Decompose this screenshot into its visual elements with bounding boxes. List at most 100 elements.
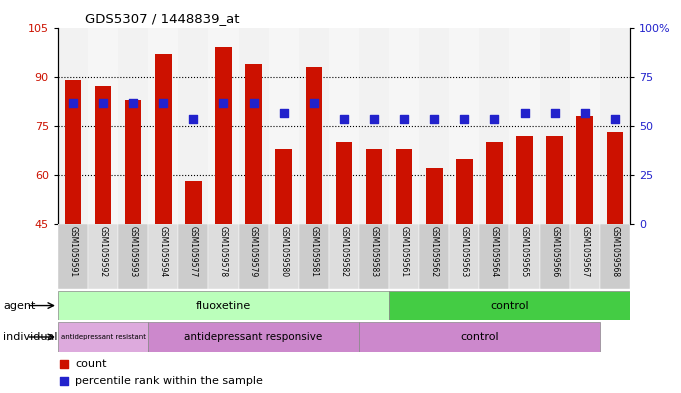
Bar <box>419 224 449 289</box>
Bar <box>396 149 413 224</box>
Point <box>308 100 319 106</box>
Bar <box>570 28 600 224</box>
Bar <box>509 28 539 224</box>
Text: agent: agent <box>3 301 36 310</box>
Point <box>97 100 108 106</box>
Bar <box>88 28 118 224</box>
Bar <box>389 224 419 289</box>
Bar <box>268 28 299 224</box>
Bar <box>215 47 232 224</box>
Point <box>188 116 199 122</box>
Text: GSM1059562: GSM1059562 <box>430 226 439 277</box>
Bar <box>238 28 268 224</box>
Bar <box>306 67 322 224</box>
Point <box>459 116 470 122</box>
Bar <box>600 224 630 289</box>
Point <box>580 110 590 116</box>
Text: GSM1059582: GSM1059582 <box>339 226 349 277</box>
Bar <box>95 86 111 224</box>
Text: GSM1059594: GSM1059594 <box>159 226 168 277</box>
Bar <box>419 28 449 224</box>
Text: GSM1059577: GSM1059577 <box>189 226 198 277</box>
Bar <box>178 224 208 289</box>
Text: percentile rank within the sample: percentile rank within the sample <box>75 376 263 386</box>
Bar <box>546 136 563 224</box>
Bar <box>486 142 503 224</box>
Point <box>390 137 401 143</box>
Bar <box>389 291 630 320</box>
Point <box>609 116 620 122</box>
Point <box>368 116 379 122</box>
Bar <box>366 149 382 224</box>
Bar <box>275 149 292 224</box>
Bar <box>456 158 473 224</box>
Bar <box>65 80 81 224</box>
Bar <box>58 291 389 320</box>
Bar <box>600 28 630 224</box>
Bar <box>479 28 509 224</box>
Bar <box>539 28 570 224</box>
Bar <box>389 28 419 224</box>
Text: antidepressant responsive: antidepressant responsive <box>185 332 323 342</box>
Bar <box>336 142 352 224</box>
Text: GSM1059563: GSM1059563 <box>460 226 469 277</box>
Bar <box>268 224 299 289</box>
Bar <box>539 224 570 289</box>
Text: count: count <box>75 358 106 369</box>
Text: fluoxetine: fluoxetine <box>196 301 251 310</box>
Bar <box>329 28 359 224</box>
Bar <box>607 132 623 224</box>
Bar <box>58 28 88 224</box>
Bar <box>479 224 509 289</box>
Bar <box>359 28 389 224</box>
Bar <box>245 64 262 224</box>
Bar <box>125 99 142 224</box>
Point <box>519 110 530 116</box>
Bar <box>148 224 178 289</box>
Bar <box>359 322 600 352</box>
Point <box>390 298 401 304</box>
Point <box>338 116 349 122</box>
Bar <box>299 224 329 289</box>
Point <box>67 100 78 106</box>
Bar <box>155 54 172 224</box>
Point <box>218 100 229 106</box>
Point <box>489 116 500 122</box>
Text: GSM1059583: GSM1059583 <box>370 226 379 277</box>
Bar <box>58 224 88 289</box>
Text: GSM1059580: GSM1059580 <box>279 226 288 277</box>
Bar <box>208 224 238 289</box>
Point <box>279 110 289 116</box>
Text: individual: individual <box>3 332 58 342</box>
Bar <box>148 28 178 224</box>
Bar <box>178 28 208 224</box>
Text: GSM1059579: GSM1059579 <box>249 226 258 277</box>
Text: GSM1059568: GSM1059568 <box>610 226 620 277</box>
Bar <box>509 224 539 289</box>
Point <box>429 116 440 122</box>
Bar <box>118 224 148 289</box>
Text: control: control <box>460 332 498 342</box>
Text: GSM1059593: GSM1059593 <box>129 226 138 277</box>
Point <box>158 100 169 106</box>
Text: GSM1059564: GSM1059564 <box>490 226 499 277</box>
Bar <box>299 28 329 224</box>
Point <box>248 100 259 106</box>
Text: GSM1059561: GSM1059561 <box>400 226 409 277</box>
Bar <box>148 322 359 352</box>
Bar <box>58 322 148 352</box>
Text: control: control <box>490 301 529 310</box>
Text: GSM1059578: GSM1059578 <box>219 226 228 277</box>
Point <box>128 100 139 106</box>
Bar <box>185 182 202 224</box>
Bar <box>88 224 118 289</box>
Bar <box>118 28 148 224</box>
Bar <box>359 224 389 289</box>
Point <box>549 110 560 116</box>
Bar <box>329 224 359 289</box>
Text: GSM1059592: GSM1059592 <box>99 226 108 277</box>
Text: GSM1059581: GSM1059581 <box>309 226 318 277</box>
Text: GSM1059566: GSM1059566 <box>550 226 559 277</box>
Bar <box>516 136 533 224</box>
Bar <box>577 116 593 224</box>
